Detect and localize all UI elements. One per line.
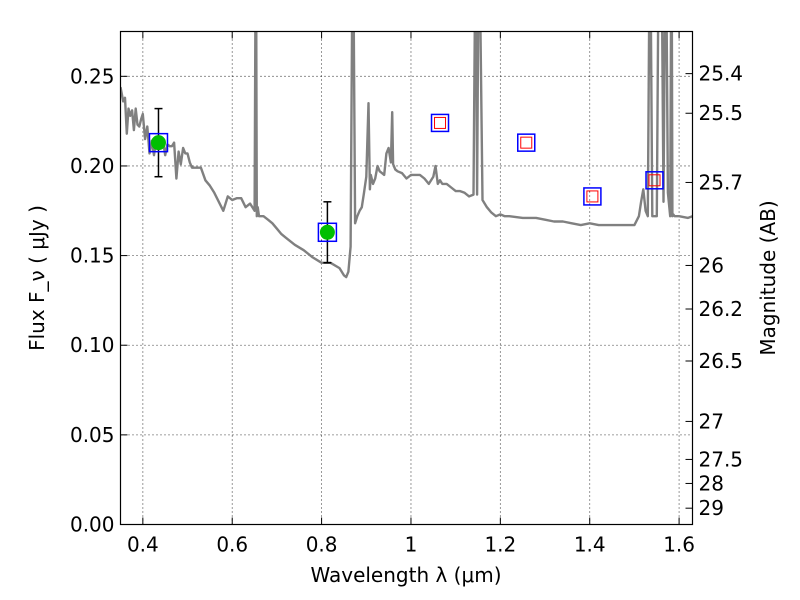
observed-point — [319, 224, 335, 240]
predicted-box — [430, 113, 450, 133]
mag-tick-label: 27.5 — [699, 447, 744, 471]
grid-lines — [120, 31, 693, 525]
y-tick-label: 0.05 — [70, 423, 115, 447]
mag-tick-label: 25.5 — [699, 101, 744, 125]
y-axis-right-label: Magnitude (AB) — [756, 200, 780, 355]
data-markers — [148, 107, 664, 264]
observed-box — [148, 132, 169, 153]
y-tick-label: 0.25 — [70, 64, 115, 88]
observed-point — [150, 135, 166, 151]
mag-tick-label: 26.5 — [699, 349, 744, 373]
y-tick-label: 0.20 — [70, 154, 115, 178]
axis-ticks: 0.4 0.6 0.8 1 1.2 1.4 1.6 0.00 0.05 0.10 0.15 0.20 0… — [70, 31, 744, 557]
x-tick-label: 0.8 — [306, 533, 338, 557]
predicted-inner-box — [520, 136, 533, 149]
plot-background — [120, 31, 693, 525]
mag-tick-label: 25.4 — [699, 62, 744, 86]
x-tick-label: 1 — [405, 533, 418, 557]
plot-frame — [119, 30, 694, 526]
mag-tick-label: 27 — [699, 409, 724, 433]
y-tick-label: 0.00 — [70, 513, 115, 537]
x-tick-label: 1.2 — [484, 533, 516, 557]
predicted-inner-box — [434, 116, 447, 129]
spectrum-line — [120, 31, 693, 279]
y-axis-label: Flux F_ν ( μJy ) — [25, 205, 49, 351]
mag-tick-label: 28 — [699, 471, 724, 495]
predicted-box — [517, 133, 536, 152]
x-tick-label: 1.6 — [663, 533, 695, 557]
model-spectrum — [120, 31, 693, 279]
predicted-inner-box — [648, 174, 661, 187]
observed-box — [317, 222, 338, 243]
y-tick-label: 0.15 — [70, 244, 115, 268]
mag-tick-label: 25.7 — [699, 170, 744, 194]
x-axis-label: Wavelength λ (μm) — [310, 563, 501, 587]
predicted-box — [645, 171, 664, 190]
mag-tick-label: 29 — [699, 496, 724, 520]
mag-tick-label: 26 — [699, 253, 724, 277]
predicted-box — [583, 187, 602, 206]
y-tick-label: 0.10 — [70, 333, 115, 357]
x-tick-label: 0.6 — [216, 533, 248, 557]
x-tick-label: 0.4 — [127, 533, 159, 557]
predicted-inner-box — [586, 190, 599, 203]
x-tick-label: 1.4 — [574, 533, 606, 557]
mag-tick-label: 26.2 — [699, 297, 744, 321]
